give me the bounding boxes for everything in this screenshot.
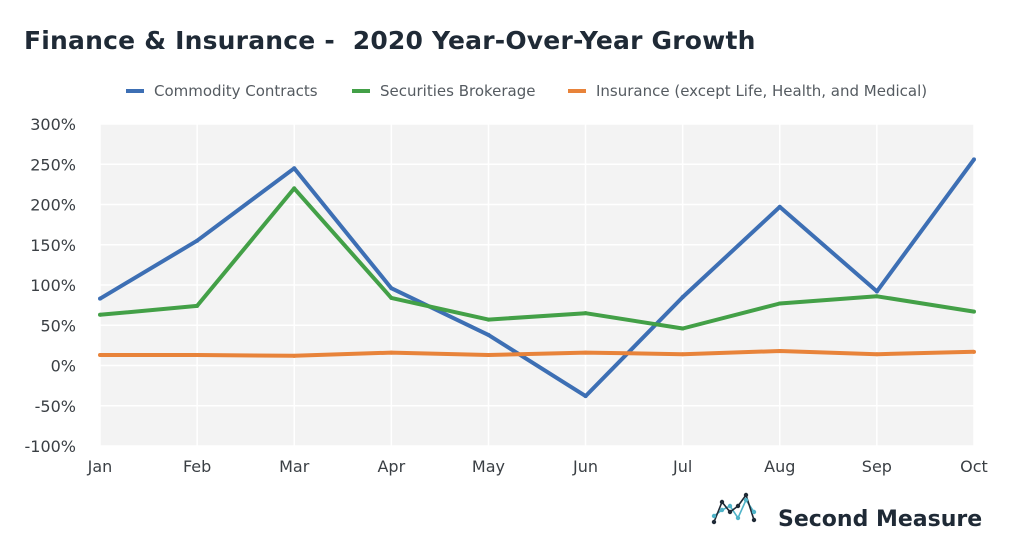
- data-point: [98, 312, 102, 317]
- y-tick-label: 50%: [40, 316, 76, 335]
- y-tick-label: 100%: [30, 276, 76, 295]
- x-tick-label: Feb: [183, 457, 211, 476]
- legend-item: Securities Brokerage: [352, 82, 536, 100]
- data-point: [583, 350, 588, 355]
- data-point: [195, 353, 200, 358]
- data-point: [486, 353, 491, 358]
- data-point: [777, 204, 782, 209]
- logo-dot: [711, 519, 717, 525]
- data-point: [195, 238, 200, 243]
- y-tick-label: 150%: [30, 236, 76, 255]
- x-tick-label: May: [472, 457, 505, 476]
- logo-dot: [719, 499, 725, 505]
- y-tick-label: 300%: [30, 115, 76, 134]
- x-tick-label: Sep: [862, 457, 892, 476]
- legend-label: Commodity Contracts: [154, 82, 318, 100]
- data-point: [972, 157, 976, 162]
- legend-label: Insurance (except Life, Health, and Medi…: [596, 82, 927, 100]
- data-point: [680, 326, 685, 331]
- data-point: [874, 352, 879, 357]
- legend-item: Commodity Contracts: [126, 82, 318, 100]
- logo-dot: [743, 492, 749, 498]
- data-point: [389, 286, 394, 291]
- chart-title: Finance & Insurance - 2020 Year-Over-Yea…: [24, 26, 756, 55]
- x-tick-label: Aug: [764, 457, 795, 476]
- logo-dot: [735, 515, 741, 521]
- logo-dot: [751, 517, 757, 523]
- y-tick-label: -50%: [35, 397, 76, 416]
- data-point: [777, 301, 782, 306]
- data-point: [486, 332, 491, 337]
- series-line-securities-brokerage: [99, 186, 975, 331]
- data-point: [98, 353, 102, 358]
- data-point: [680, 352, 685, 357]
- x-tick-label: Apr: [377, 457, 405, 476]
- data-point: [292, 353, 297, 358]
- logo-dot: [751, 509, 757, 515]
- legend-label: Securities Brokerage: [380, 82, 536, 100]
- data-point: [777, 349, 782, 354]
- data-point: [389, 350, 394, 355]
- x-tick-label: Oct: [960, 457, 988, 476]
- data-point: [680, 295, 685, 300]
- data-point: [389, 295, 394, 300]
- data-point: [98, 296, 102, 301]
- legend-item: Insurance (except Life, Health, and Medi…: [568, 82, 927, 100]
- data-point: [972, 349, 976, 354]
- data-point: [874, 294, 879, 299]
- x-tick-label: Mar: [279, 457, 310, 476]
- logo-dot: [719, 507, 725, 513]
- y-tick-label: 250%: [30, 155, 76, 174]
- data-point: [874, 289, 879, 294]
- x-tick-label: Jan: [87, 457, 113, 476]
- brand-name: Second Measure: [778, 507, 982, 532]
- line-chart-logo-icon: [711, 492, 757, 525]
- y-tick-label: -100%: [24, 437, 76, 456]
- data-point: [583, 394, 588, 399]
- data-point: [486, 317, 491, 322]
- data-point: [972, 309, 976, 314]
- data-point: [583, 311, 588, 316]
- logo-dot: [711, 513, 717, 519]
- x-tick-label: Jul: [672, 457, 692, 476]
- data-point: [292, 166, 297, 171]
- y-tick-label: 200%: [30, 196, 76, 215]
- series-line-commodity-contracts: [98, 158, 976, 399]
- x-tick-label: Jun: [572, 457, 598, 476]
- logo-line-dark: [713, 493, 755, 523]
- y-tick-label: 0%: [51, 357, 76, 376]
- data-point: [292, 186, 297, 191]
- data-point: [195, 303, 200, 308]
- logo-dot: [727, 503, 733, 509]
- logo-dot: [735, 503, 741, 509]
- logo-dot: [727, 509, 733, 515]
- series-line-insurance-except-life-health-and-medical: [100, 349, 975, 358]
- logo-dot: [743, 497, 749, 503]
